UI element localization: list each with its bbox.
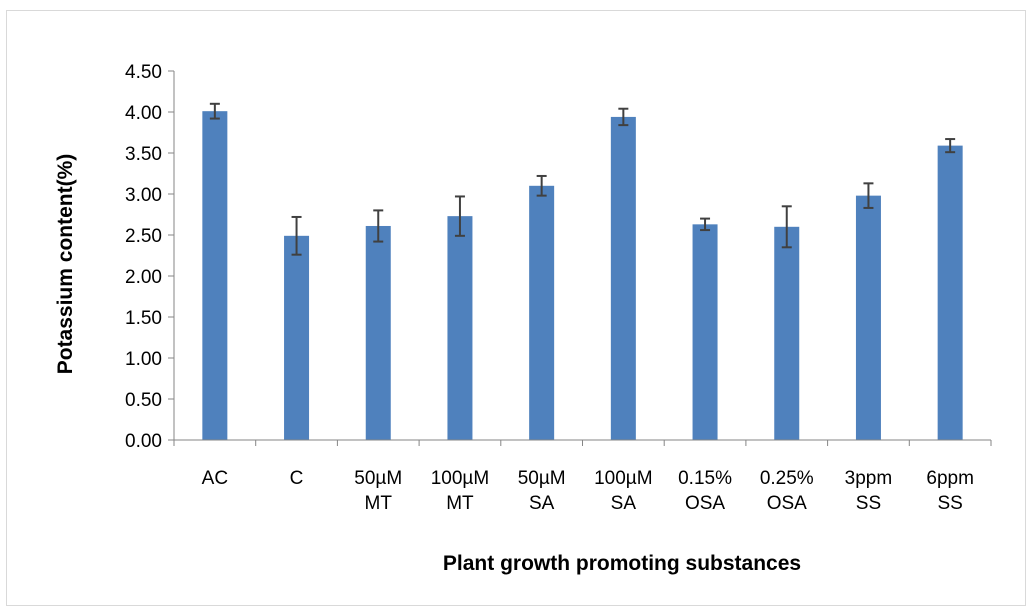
- error-bar: [945, 138, 956, 154]
- y-tick-label: 4.50: [125, 62, 162, 83]
- bar: [447, 216, 473, 440]
- x-category-label: 100µM MT: [431, 468, 489, 514]
- x-axis-category-labels: AC C 50µM MT 100µM MT 50µM SA 100µM SA 0.15% OSA 0.2…: [202, 468, 974, 514]
- x-category-label: 100µM SA: [594, 468, 652, 514]
- y-tick-label: 4.00: [125, 103, 162, 124]
- y-tick-label: 0.00: [125, 431, 162, 452]
- bar: [610, 116, 636, 441]
- x-category-label: 0.25% OSA: [760, 468, 814, 514]
- error-bar: [781, 205, 792, 249]
- error-bars: [209, 102, 956, 256]
- y-axis-title: Potassium content(%): [54, 154, 77, 375]
- error-bar: [454, 195, 465, 237]
- bar: [937, 145, 963, 440]
- x-category-label: 50µM MT: [354, 468, 402, 514]
- error-bar: [863, 182, 874, 209]
- y-tick-label: 1.00: [125, 349, 162, 370]
- x-category-label: AC: [202, 468, 228, 489]
- x-category-label: 3ppm SS: [845, 468, 893, 514]
- error-bar: [291, 215, 302, 256]
- bar: [365, 225, 391, 440]
- bar: [529, 185, 555, 440]
- bar: [202, 111, 228, 441]
- error-bar: [700, 217, 711, 232]
- y-axis-ticks: 0.00 0.50 1.00 1.50 2.00 2.50 3.00 3.50 4.00 4.50: [125, 62, 174, 452]
- y-tick-label: 2.00: [125, 267, 162, 288]
- y-tick-label: 1.50: [125, 308, 162, 329]
- x-axis-ticks: [173, 440, 992, 446]
- error-bar: [209, 102, 220, 120]
- x-category-label: 50µM SA: [518, 468, 566, 514]
- bar: [692, 224, 718, 440]
- bar: [284, 235, 310, 440]
- error-bar: [373, 209, 384, 243]
- bars: [202, 111, 963, 441]
- x-category-label: 0.15% OSA: [678, 468, 732, 514]
- y-tick-label: 3.50: [125, 144, 162, 165]
- error-bar: [536, 174, 547, 197]
- y-tick-label: 3.00: [125, 185, 162, 206]
- bar: [855, 195, 881, 440]
- error-bar: [618, 107, 629, 127]
- y-tick-label: 2.50: [125, 226, 162, 247]
- x-category-label: 6ppm SS: [926, 468, 974, 514]
- x-category-label: C: [290, 468, 304, 489]
- y-tick-label: 0.50: [125, 390, 162, 411]
- bar: [774, 226, 800, 440]
- x-axis-title: Plant growth promoting substances: [443, 552, 801, 575]
